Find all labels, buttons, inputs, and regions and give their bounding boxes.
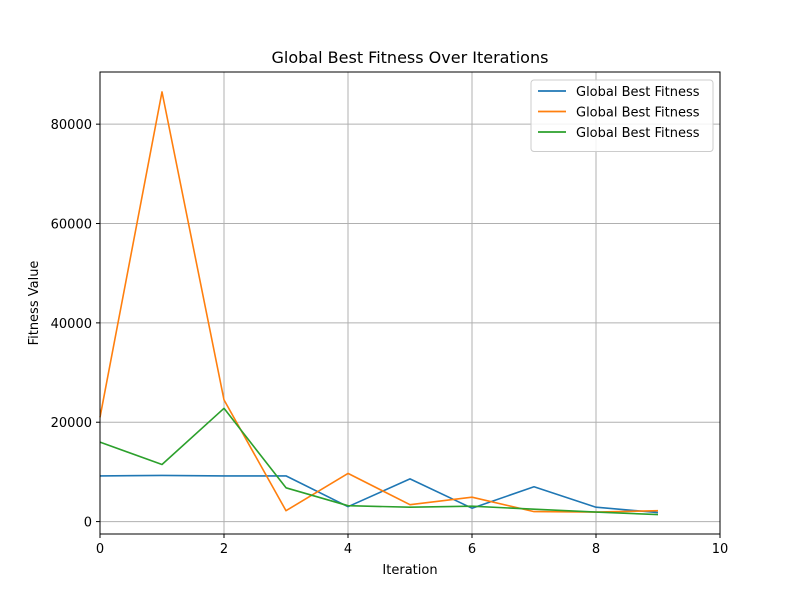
x-tick-label: 8 <box>592 542 600 557</box>
x-tick-label: 10 <box>712 542 729 557</box>
legend-label-1: Global Best Fitness <box>576 85 700 100</box>
legend-label-2: Global Best Fitness <box>576 106 700 121</box>
x-tick-label: 0 <box>96 542 104 557</box>
chart-title: Global Best Fitness Over Iterations <box>272 48 549 67</box>
y-tick-label: 80000 <box>51 118 92 133</box>
ticks: 0 2 4 6 8 10 0 20000 40000 60000 80000 <box>51 118 729 557</box>
x-axis-label: Iteration <box>382 563 437 578</box>
y-tick-label: 20000 <box>51 416 92 431</box>
series-layer <box>99 91 659 516</box>
x-tick-label: 2 <box>220 542 228 557</box>
series-line-2 <box>99 91 659 513</box>
x-tick-label: 4 <box>344 542 352 557</box>
series-line-3 <box>99 407 659 516</box>
series-line-1 <box>99 474 659 514</box>
legend-box <box>530 79 714 152</box>
y-tick-label: 0 <box>84 516 92 531</box>
y-tick-label: 40000 <box>51 317 92 332</box>
legend: Global Best Fitness Global Best Fitness Gl… <box>530 79 714 152</box>
legend-label-3: Global Best Fitness <box>576 126 700 141</box>
plot-frame <box>99 71 721 535</box>
y-tick-label: 60000 <box>51 218 92 233</box>
x-tick-label: 6 <box>468 542 476 557</box>
y-axis-label: Fitness Value <box>27 261 42 346</box>
